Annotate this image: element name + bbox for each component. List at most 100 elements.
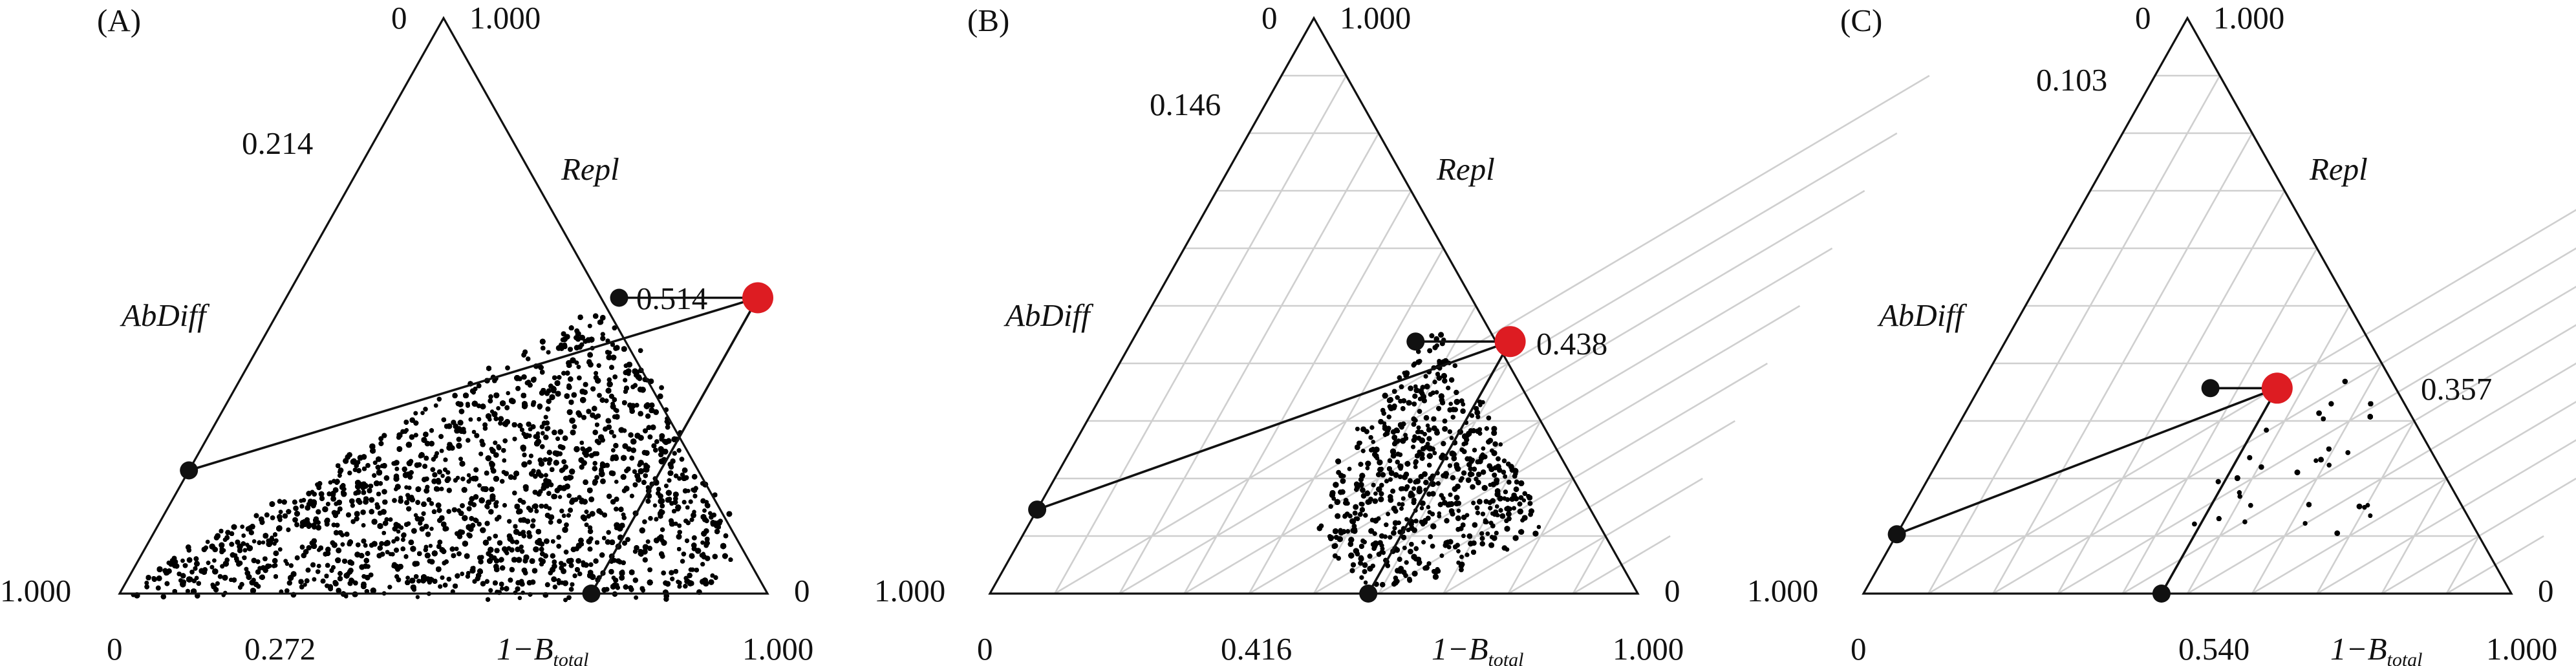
data-point [702,508,707,513]
data-point [700,498,706,504]
data-point [382,520,389,526]
data-point [551,576,557,583]
data-point [274,538,279,543]
data-point [660,503,665,509]
data-point [416,462,422,467]
data-point [436,469,443,475]
data-point [251,557,257,564]
data-point [502,438,508,444]
data-point [543,538,550,544]
data-point [604,586,610,592]
data-point [656,486,661,492]
data-point [584,522,589,528]
data-point [458,457,463,462]
data-point [425,532,431,537]
data-point [502,502,508,508]
data-point [482,422,488,428]
data-point [493,452,499,458]
data-point [286,580,292,586]
data-point [676,533,682,540]
data-point [277,547,283,552]
data-point [359,564,365,570]
data-point [561,331,566,337]
data-point [642,519,647,524]
data-point [312,491,317,497]
data-point [155,585,161,591]
data-point [433,403,438,408]
data-point [384,517,389,522]
data-point [506,391,510,396]
data-point [542,457,548,462]
data-point [240,524,245,529]
data-point [217,574,223,579]
data-point [700,540,705,545]
data-point [460,503,465,509]
data-point [572,424,577,429]
data-point [650,424,656,431]
data-point [672,496,678,502]
data-point [665,424,671,430]
data-point [379,541,385,546]
data-point [144,581,149,585]
data-point [528,453,534,458]
data-point [564,522,569,528]
data-point [304,578,310,584]
data-point [229,541,235,547]
data-point [522,452,527,458]
data-point [656,491,661,496]
data-point [588,453,595,458]
data-point [400,537,405,542]
data-point [606,418,612,424]
data-point [623,378,628,383]
data-point [652,503,658,508]
data-point [577,375,582,381]
data-point [405,575,410,580]
data-point [634,595,639,600]
data-point [471,429,477,435]
data-point [292,517,298,523]
data-point [378,440,384,447]
data-point [474,433,480,438]
data-point [365,463,370,468]
data-point [659,385,664,391]
data-point [336,547,342,553]
data-point [592,429,598,435]
data-point [345,512,352,518]
data-point [645,539,650,544]
data-point [284,588,290,594]
data-point [515,580,521,586]
data-point [527,460,532,465]
data-point [559,508,564,513]
data-point [164,581,170,586]
data-point [574,328,580,334]
data-point [691,473,698,480]
data-point [499,557,504,563]
data-point [600,336,606,341]
data-point [392,460,398,466]
data-point [587,525,593,530]
panel-a: (A) 0 1.000 1.000 0 0 1.000 AbDiff Repl … [0,0,813,666]
data-point [543,414,548,420]
data-point [361,538,367,544]
data-point [530,523,536,529]
data-point [473,467,479,473]
data-point [383,475,390,481]
data-point [432,472,438,478]
data-point [477,521,482,527]
data-point [539,444,545,449]
data-point [415,595,420,599]
data-point [438,584,443,589]
data-point [582,451,587,456]
data-point [556,543,562,549]
data-point [446,509,452,514]
data-point [430,467,436,473]
data-point [597,392,602,398]
data-point [691,512,696,519]
data-point [642,557,648,563]
data-point [500,586,504,591]
data-point [261,540,266,545]
data-point [562,563,567,567]
data-point [319,495,325,502]
data-point [544,582,550,588]
data-point [378,436,384,442]
